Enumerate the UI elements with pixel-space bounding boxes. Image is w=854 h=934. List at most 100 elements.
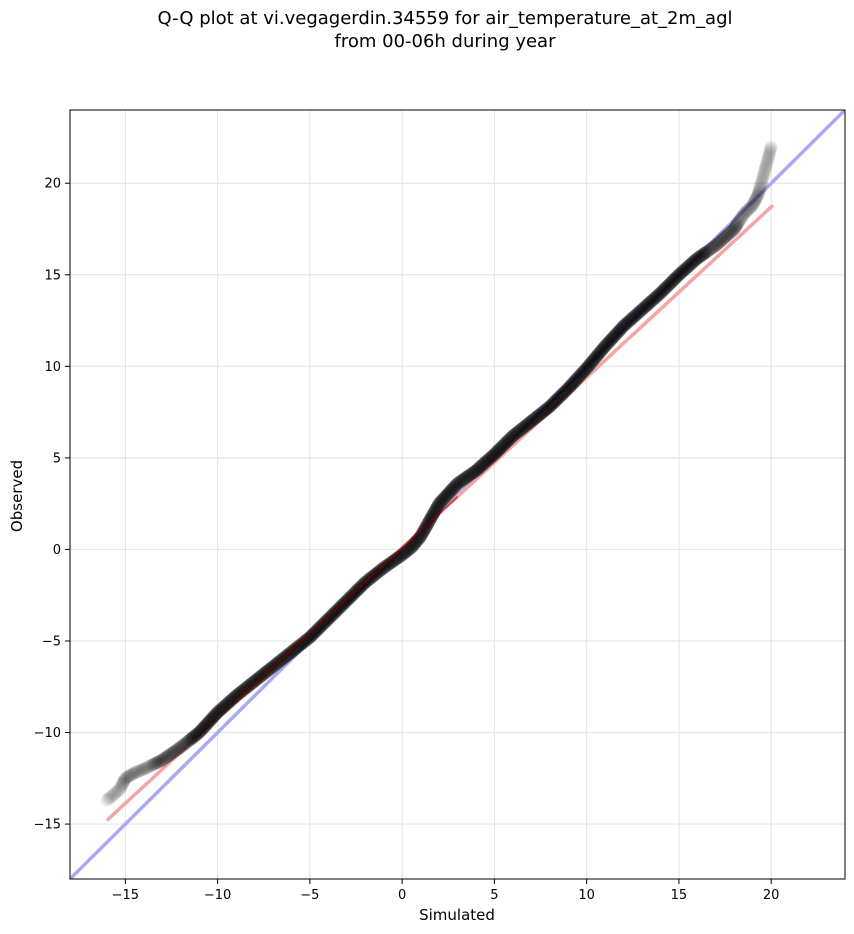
quantile-point [660,280,674,294]
quantile-point [562,380,576,394]
quantile-point [611,325,625,339]
quantile-point [731,216,745,230]
quantile-point [634,304,648,318]
quantile-point [477,457,491,471]
quantile-point [338,596,352,610]
quantile-point [383,556,397,570]
quantile-point [710,238,724,252]
quantile-point [333,601,347,615]
quantile-point [430,500,444,514]
quantile-point [596,341,610,355]
quantile-point [249,673,263,687]
quantile-point [678,262,692,276]
quantile-point [380,558,394,572]
quantile-point [415,527,429,541]
quantile-point [233,686,247,700]
quantile-point [370,566,384,580]
quantile-point [675,265,689,279]
quantile-point [190,727,204,741]
quantile-point [326,607,340,621]
quantile-point [701,244,715,258]
y-tick-label: 20 [44,177,61,192]
quantile-point [748,195,762,209]
quantile-point [730,218,744,232]
quantile-point [448,480,462,494]
quantile-point [616,320,630,334]
quantile-point [558,384,572,398]
quantile-point [172,741,186,755]
quantile-point [288,642,302,656]
quantile-point [324,609,338,623]
quantile-point [400,544,414,558]
plot-area [70,110,845,879]
quantile-point [760,156,774,170]
quantile-point [443,485,457,499]
quantile-point [734,211,748,225]
quantile-point [151,755,165,769]
quantile-point [652,287,666,301]
quantile-point [159,750,173,764]
quantile-point [602,335,616,349]
quantile-point [287,643,301,657]
quantile-point [203,714,217,728]
quantile-point [445,483,459,497]
quantile-point [587,352,601,366]
quantile-point [496,439,510,453]
quantile-point [207,710,221,724]
quantile-point [234,685,248,699]
x-tick-label: 20 [763,888,780,903]
quantile-point [302,631,316,645]
quantile-point [196,721,210,735]
quantile-point [580,361,594,375]
quantile-point [529,411,543,425]
quantile-point [299,633,313,647]
quantile-point [181,735,195,749]
quantile-point [453,475,467,489]
quantile-point [186,730,200,744]
x-tick-label: −5 [300,888,319,903]
quantile-point [577,364,591,378]
quantile-point [245,676,259,690]
quantile-point [243,678,257,692]
quantile-point [488,446,502,460]
quantile-point [156,752,170,766]
quantile-point [757,167,771,181]
quantile-point [155,753,169,767]
quantile-point [584,356,598,370]
quantile-point [594,344,608,358]
quantile-point [632,305,646,319]
quantile-point [134,763,148,777]
quantile-point [494,441,508,455]
quantile-point [729,220,743,234]
quantile-point [485,449,499,463]
quantile-point [595,342,609,356]
quantile-point [325,608,339,622]
quantile-point [579,362,593,376]
quantile-point [376,562,390,576]
quantile-point [552,390,566,404]
quantile-point [441,487,455,501]
quantile-point [706,240,720,254]
quantile-point [718,231,732,245]
quantile-point [665,275,679,289]
fit-line-core [235,495,459,702]
y-tick-label: 0 [53,543,61,558]
quantile-point [406,538,420,552]
quantile-point [399,545,413,559]
quantile-point [284,645,298,659]
quantile-point [298,634,312,648]
quantile-point [120,771,134,785]
quantile-point [313,620,327,634]
quantile-point [176,738,190,752]
quantile-point [609,328,623,342]
quantile-point [537,404,551,418]
x-tick-label: 10 [578,888,595,903]
quantile-point [674,266,688,280]
quantile-point [459,471,473,485]
quantile-point [513,423,527,437]
quantile-point [107,787,121,801]
quantile-point [475,458,489,472]
x-tick-label: 5 [490,888,498,903]
quantile-point [215,702,229,716]
quantile-point [121,770,135,784]
